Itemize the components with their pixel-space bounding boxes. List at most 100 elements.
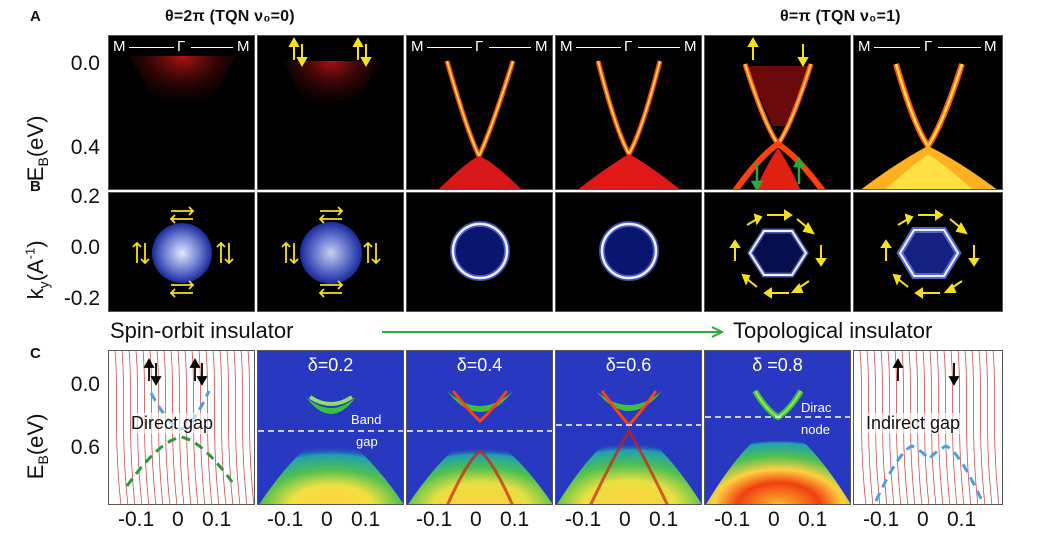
kpath-4: M Γ M (556, 36, 701, 56)
fermi-image-5 (729, 209, 827, 299)
fermi-panel-6 (853, 192, 1003, 312)
map-image-delta-02 (258, 395, 403, 504)
row-b-ytick-0: 0.2 (70, 185, 100, 208)
x-tick-label: 0 (768, 508, 780, 531)
arpes-panel-1: M Γ M (108, 35, 255, 190)
ylabel-unit: (eV) (22, 115, 48, 158)
arpes-panel-5 (704, 35, 851, 190)
panel-label-a: A (30, 8, 41, 25)
fermi-panel-3 (406, 192, 553, 312)
map-image-delta-04 (407, 390, 552, 504)
header-left: θ=2π (TQN ν₀=0) (165, 8, 295, 25)
x-tick-label: 0 (321, 508, 333, 531)
arpes-image-2 (281, 36, 381, 189)
fermi-panel-2 (257, 192, 404, 312)
map-panel-delta-08: δ =0.8 Dirac node (704, 350, 851, 505)
fermi-image-2 (281, 206, 381, 298)
ylabel-unit: (A (22, 259, 48, 282)
arpes-image-1 (127, 56, 237, 189)
panel-label-b: B (30, 178, 41, 195)
arpes-image-3 (439, 60, 521, 189)
fermi-image-6 (880, 209, 980, 299)
ylabel-main: E (22, 166, 48, 182)
fermi-image-3 (450, 221, 510, 281)
kpath-m-left: M (858, 38, 871, 55)
x-tick-label: 0 (172, 508, 184, 531)
fermi-panel-5 (704, 192, 851, 312)
label-spin-orbit-insulator: Spin-orbit insulator (110, 318, 294, 343)
ylabel-unit: (eV) (22, 413, 48, 456)
ylabel-sup: -1 (22, 247, 38, 260)
row-b-ytick-1: 0.0 (70, 236, 100, 259)
arpes-panel-2 (257, 35, 404, 190)
row-a-ylabel: EB(eV) (22, 92, 52, 182)
kpath-m-right: M (684, 38, 697, 55)
fermi-panel-1 (108, 192, 255, 312)
header-right: θ=π (TQN ν₀=1) (780, 8, 901, 25)
map-image-delta-08 (705, 389, 850, 504)
x-tick-label: 0 (917, 508, 929, 531)
kpath-m-left: M (560, 38, 573, 55)
x-tick-label: -0.1 (714, 508, 751, 531)
x-tick-label: 0.1 (649, 508, 679, 531)
label-dirac: Dirac (801, 400, 832, 415)
kpath-gamma: Γ (924, 38, 933, 55)
edc-lines-direct (114, 351, 254, 504)
label-node: node (801, 422, 830, 437)
kpath-m-left: M (411, 38, 424, 55)
arpes-panel-6: M Γ M (853, 35, 1003, 190)
kpath-m-left: M (113, 38, 126, 55)
row-a-ytick-0: 0.0 (70, 52, 100, 75)
x-tick-label: 0.1 (947, 508, 977, 531)
delta-label-1: δ=0.2 (307, 355, 354, 375)
x-tick-label: -0.1 (565, 508, 602, 531)
kpath-gamma: Γ (475, 38, 484, 55)
delta-label-3: δ=0.6 (605, 355, 652, 375)
kpath-m-right: M (237, 38, 250, 55)
x-tick-label: 0 (470, 508, 482, 531)
ylabel-main: k (22, 288, 48, 300)
x-tick-label: -0.1 (416, 508, 453, 531)
edc-panel-direct: Direct gap (108, 350, 255, 505)
kpath-gamma: Γ (624, 38, 633, 55)
fermi-image-1 (132, 206, 234, 298)
label-indirect-gap: Indirect gap (866, 413, 961, 434)
delta-label-2: δ=0.4 (456, 355, 503, 375)
fermi-image-4 (599, 221, 659, 281)
map-image-delta-06 (556, 390, 701, 504)
x-tick-label: 0.1 (202, 508, 232, 531)
row-c-ytick-0: 0.0 (70, 373, 100, 396)
panel-label-c: C (30, 345, 41, 362)
label-band: Band (351, 412, 382, 427)
row-c-ytick-1: 0.6 (70, 436, 100, 459)
label-topological-insulator: Topological insulator (733, 318, 933, 343)
label-direct-gap: Direct gap (131, 413, 214, 434)
x-tick-label: -0.1 (118, 508, 155, 531)
x-tick-label: -0.1 (267, 508, 304, 531)
x-tick-label: 0.1 (351, 508, 381, 531)
kpath-6: M Γ M (854, 36, 1002, 56)
kpath-1: M Γ M (109, 36, 254, 56)
row-a-ytick-1: 0.4 (70, 136, 100, 159)
arpes-panel-4: M Γ M (555, 35, 702, 190)
ylabel-main: E (22, 464, 48, 480)
arpes-image-4 (578, 60, 680, 189)
kpath-m-right: M (984, 38, 997, 55)
row-b-ytick-2: -0.2 (63, 287, 100, 310)
map-panel-delta-04: δ=0.4 (406, 350, 553, 505)
transition-arrow-icon (382, 326, 725, 338)
ylabel-close: ) (22, 240, 48, 248)
arpes-panel-3: M Γ M (406, 35, 553, 190)
x-tick-label: 0 (619, 508, 631, 531)
kpath-gamma: Γ (177, 38, 186, 55)
arpes-image-6 (861, 63, 997, 189)
label-gap: gap (356, 434, 378, 449)
x-tick-label: -0.1 (863, 508, 900, 531)
kpath-3: M Γ M (407, 36, 552, 56)
map-panel-delta-06: δ=0.6 (555, 350, 702, 505)
edc-panel-indirect: Indirect gap (853, 350, 1003, 505)
kpath-m-right: M (535, 38, 548, 55)
arpes-image-5 (732, 36, 826, 189)
x-tick-label: 0.1 (798, 508, 828, 531)
fermi-panel-4 (555, 192, 702, 312)
